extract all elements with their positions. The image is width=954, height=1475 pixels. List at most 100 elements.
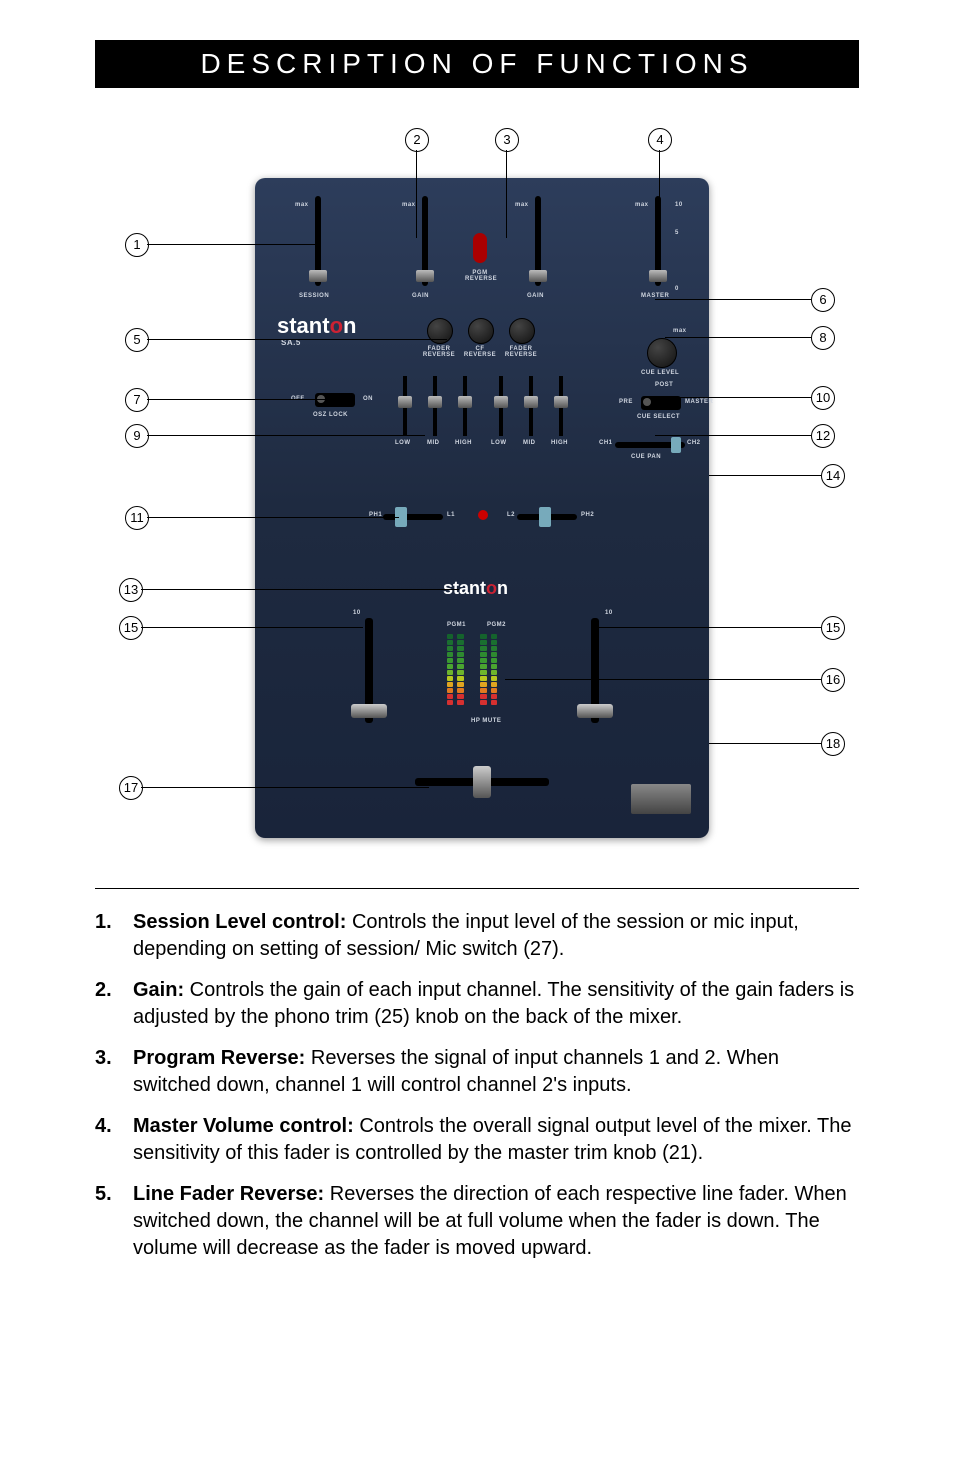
label-max-master: max bbox=[635, 202, 649, 208]
desc-num: 1. bbox=[95, 909, 133, 963]
desc-lead: Gain: bbox=[133, 979, 184, 1001]
desc-item-2: 2. Gain: Controls the gain of each input… bbox=[95, 977, 859, 1031]
cue-level-knob[interactable] bbox=[647, 338, 677, 368]
desc-body: Session Level control: Controls the inpu… bbox=[133, 909, 859, 963]
cue-pan-slot[interactable] bbox=[615, 442, 685, 448]
label-l2: L2 bbox=[507, 512, 515, 518]
desc-body: Master Volume control: Controls the over… bbox=[133, 1113, 859, 1167]
callout-17-circle: 17 bbox=[119, 776, 143, 800]
label-cue-select: CUE SELECT bbox=[637, 414, 680, 420]
mixer-body: max SESSION stanton SA.5 max GAIN PGM RE… bbox=[255, 178, 709, 838]
callout-8-circle: 8 bbox=[811, 326, 835, 350]
callout-18-circle: 18 bbox=[821, 732, 845, 756]
eq-r-high[interactable] bbox=[559, 376, 563, 436]
line-fader-r-slot[interactable] bbox=[591, 618, 599, 723]
callout-14-leader bbox=[709, 475, 821, 476]
label-ph2: PH2 bbox=[581, 512, 594, 518]
cf-reverse-knob[interactable] bbox=[468, 318, 494, 344]
desc-lead: Master Volume control: bbox=[133, 1115, 354, 1137]
desc-lead: Program Reverse: bbox=[133, 1047, 305, 1069]
input-select-r-slot[interactable] bbox=[517, 514, 577, 520]
fader-reverse-r-knob[interactable] bbox=[509, 318, 535, 344]
eq-l-mid[interactable] bbox=[433, 376, 437, 436]
fader-reverse-l-knob[interactable] bbox=[427, 318, 453, 344]
eq-r-mid[interactable] bbox=[529, 376, 533, 436]
brand-logo: stanton bbox=[277, 313, 356, 339]
callout-18-leader bbox=[709, 743, 821, 744]
label-fader-reverse-r: FADER REVERSE bbox=[503, 346, 539, 358]
label-on: ON bbox=[363, 396, 373, 402]
label-max-session: max bbox=[295, 202, 309, 208]
brand2-text-n: n bbox=[497, 578, 508, 598]
osz-lock-switch[interactable] bbox=[315, 393, 355, 407]
label-mid-r: MID bbox=[523, 440, 536, 446]
callout-4-leader bbox=[659, 150, 660, 238]
callout-6-leader bbox=[655, 299, 811, 300]
master-fader-knob[interactable] bbox=[649, 270, 667, 282]
label-ch2: CH2 bbox=[687, 440, 701, 446]
callout-16-circle: 16 bbox=[821, 668, 845, 692]
desc-item-3: 3. Program Reverse: Reverses the signal … bbox=[95, 1045, 859, 1099]
label-cue-level: CUE LEVEL bbox=[641, 370, 679, 376]
gain-r-knob[interactable] bbox=[529, 270, 547, 282]
eq-l-high[interactable] bbox=[463, 376, 467, 436]
label-linefader-l-10: 10 bbox=[353, 610, 361, 616]
line-fader-l-slot[interactable] bbox=[365, 618, 373, 723]
callout-11-circle: 11 bbox=[125, 506, 149, 530]
callout-15b-leader bbox=[597, 627, 821, 628]
callout-10-circle: 10 bbox=[811, 386, 835, 410]
label-cf-reverse: CF REVERSE bbox=[462, 346, 498, 358]
gain-l-knob[interactable] bbox=[416, 270, 434, 282]
desc-num: 4. bbox=[95, 1113, 133, 1167]
crossfader-slot[interactable] bbox=[415, 778, 549, 786]
callout-8-leader bbox=[665, 337, 811, 338]
descriptions-list: 1. Session Level control: Controls the i… bbox=[95, 888, 859, 1262]
callout-5-circle: 5 bbox=[125, 328, 149, 352]
label-session: SESSION bbox=[299, 293, 329, 299]
led-meter bbox=[447, 634, 497, 705]
center-led bbox=[478, 510, 488, 520]
callout-6-circle: 6 bbox=[811, 288, 835, 312]
eq-l-low[interactable] bbox=[403, 376, 407, 436]
desc-item-1: 1. Session Level control: Controls the i… bbox=[95, 909, 859, 963]
callout-4-circle: 4 bbox=[648, 128, 672, 152]
label-gain-l: GAIN bbox=[412, 293, 429, 299]
desc-num: 5. bbox=[95, 1181, 133, 1262]
cue-select-switch[interactable] bbox=[641, 396, 681, 410]
callout-12-leader bbox=[655, 435, 811, 436]
callout-1-circle: 1 bbox=[125, 233, 149, 257]
scale-5: 5 bbox=[675, 230, 679, 236]
brand-text-o: o bbox=[330, 313, 343, 338]
callout-16-leader bbox=[505, 679, 821, 680]
label-high-l: HIGH bbox=[455, 440, 472, 446]
scale-10: 10 bbox=[675, 202, 683, 208]
callout-15a-leader bbox=[141, 627, 363, 628]
label-hp-mute: HP MUTE bbox=[471, 718, 501, 724]
eq-r-low[interactable] bbox=[499, 376, 503, 436]
desc-body: Line Fader Reverse: Reverses the directi… bbox=[133, 1181, 859, 1262]
label-low-r: LOW bbox=[491, 440, 507, 446]
label-osz-lock: OSZ LOCK bbox=[313, 412, 348, 418]
pgm-reverse-switch[interactable] bbox=[473, 233, 487, 263]
callout-9-leader bbox=[147, 435, 425, 436]
brand-text-n: n bbox=[343, 313, 356, 338]
brand-text-1: stant bbox=[277, 313, 330, 338]
label-max-gain-l: max bbox=[402, 202, 416, 208]
desc-num: 3. bbox=[95, 1045, 133, 1099]
callout-11-leader bbox=[147, 517, 399, 518]
callout-15a-circle: 15 bbox=[119, 616, 143, 640]
callout-2-leader bbox=[416, 150, 417, 238]
label-cue-pan: CUE PAN bbox=[631, 454, 661, 460]
gain-r-slot bbox=[535, 196, 541, 286]
penny-giles-badge bbox=[631, 784, 691, 814]
session-fader-knob[interactable] bbox=[309, 270, 327, 282]
callout-9-circle: 9 bbox=[125, 424, 149, 448]
desc-body: Gain: Controls the gain of each input ch… bbox=[133, 977, 859, 1031]
session-fader-slot bbox=[315, 196, 321, 286]
gain-l-slot bbox=[422, 196, 428, 286]
brand2-text-1: stant bbox=[443, 578, 486, 598]
label-fader-reverse-l: FADER REVERSE bbox=[421, 346, 457, 358]
page-title: DESCRIPTION OF FUNCTIONS bbox=[95, 40, 859, 88]
desc-rest: Controls the gain of each input channel.… bbox=[133, 979, 854, 1028]
callout-3-circle: 3 bbox=[495, 128, 519, 152]
